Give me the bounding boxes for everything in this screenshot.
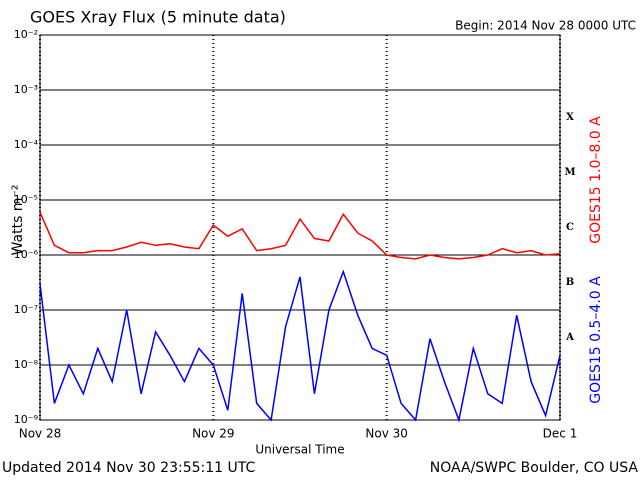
flare-class: B <box>566 277 574 288</box>
x-tick-label: Nov 30 <box>365 427 408 441</box>
y-tick-label: 10⁻² <box>14 28 38 41</box>
legend-entry: GOES15 1.0–8.0 A <box>588 116 604 244</box>
x-tick-label: Nov 28 <box>19 427 62 441</box>
chart-subtitle: Begin: 2014 Nov 28 0000 UTC <box>455 19 636 33</box>
y-axis-label: Watts m⁻² <box>10 185 26 256</box>
footer-right: NOAA/SWPC Boulder, CO USA <box>430 460 639 476</box>
chart-title: GOES Xray Flux (5 minute data) <box>30 8 286 27</box>
y-tick-label: 10⁻⁷ <box>14 303 38 316</box>
x-tick-label: Dec 1 <box>543 427 578 441</box>
x-tick-label: Nov 29 <box>192 427 235 441</box>
series-line <box>39 211 561 260</box>
flare-class: X <box>566 112 574 123</box>
plot-frame <box>39 34 561 421</box>
y-tick-label: 10⁻⁸ <box>14 358 39 371</box>
legend-entry: GOES15 0.5–4.0 A <box>588 276 604 404</box>
footer-left: Updated 2014 Nov 30 23:55:11 UTC <box>2 460 255 476</box>
y-tick-label: 10⁻⁹ <box>14 413 38 426</box>
flare-class: A <box>565 332 574 343</box>
flare-class: C <box>566 222 574 233</box>
series-line <box>39 269 561 423</box>
flare-class: M <box>564 167 575 178</box>
y-tick-label: 10⁻³ <box>14 83 38 96</box>
y-tick-label: 10⁻⁴ <box>14 138 39 151</box>
y-tick-label: 10⁻⁵ <box>14 193 38 206</box>
x-axis-label: Universal Time <box>255 443 344 457</box>
y-tick-label: 10⁻⁶ <box>14 248 39 261</box>
